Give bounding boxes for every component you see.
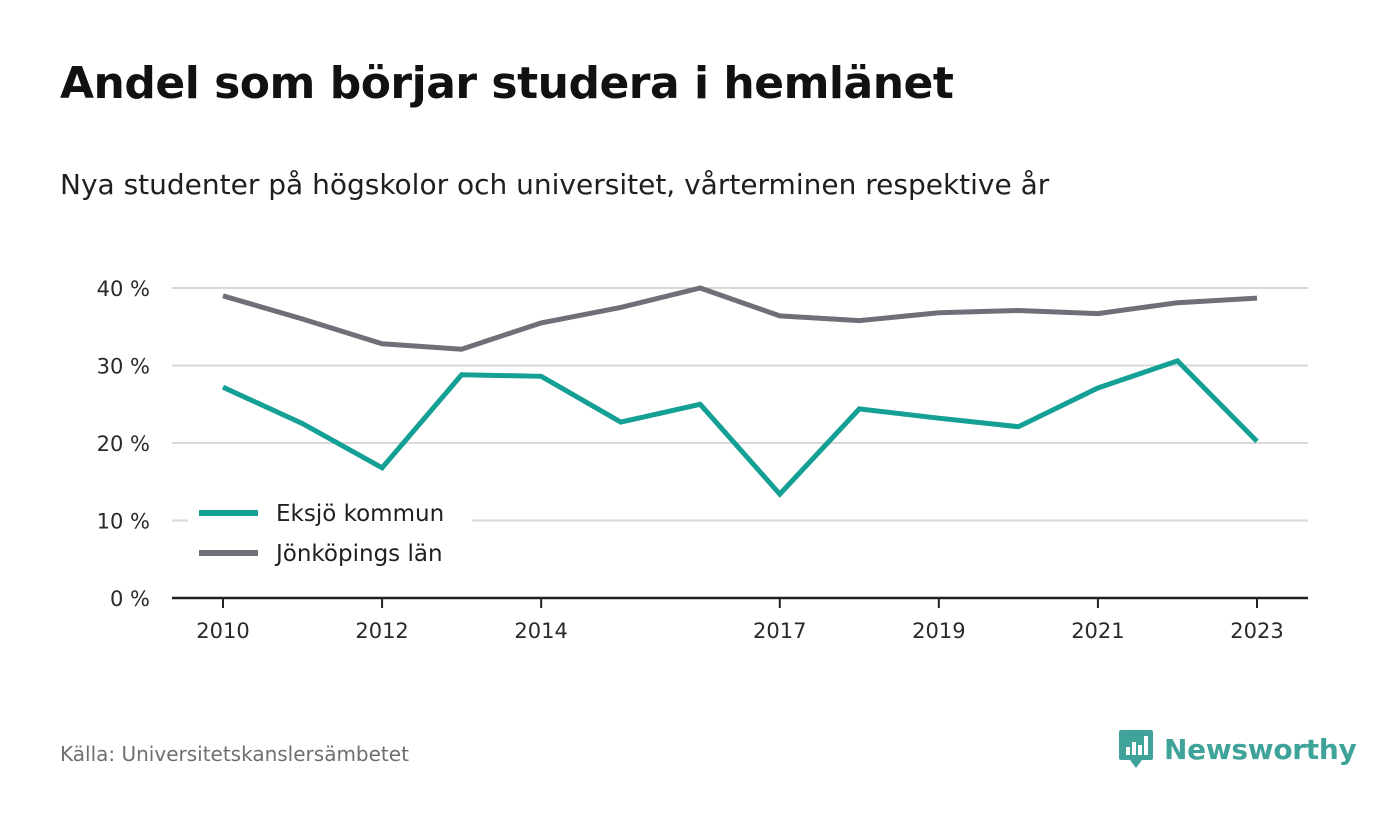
x-tick-label: 2019 [912, 619, 965, 643]
legend-label: Eksjö kommun [276, 501, 444, 527]
y-tick-label: 10 % [97, 510, 150, 534]
y-tick-label: 30 % [97, 355, 150, 379]
x-axis-ticks: 2010 2012 2014 2017 2019 2021 2023 [172, 596, 1308, 643]
brand-name: Newsworthy [1164, 732, 1357, 766]
series-line-jonkoping [222, 285, 1258, 352]
y-axis-ticks: 0 % 10 % 20 % 30 % 40 % [97, 277, 150, 611]
series-line-eksjo [221, 358, 1259, 498]
x-tick-label: 2012 [355, 619, 408, 643]
x-tick-label: 2017 [753, 619, 806, 643]
legend: Eksjö kommun Jönköpings län [188, 492, 472, 580]
grid-lines [172, 287, 1308, 522]
brand-logo: Newsworthy [1118, 728, 1357, 770]
x-tick-label: 2010 [196, 619, 249, 643]
y-tick-label: 40 % [97, 277, 150, 301]
newsworthy-logo-icon [1119, 730, 1153, 768]
series-lines [221, 285, 1259, 498]
source-note: Källa: Universitetskanslersämbetet [60, 742, 409, 766]
y-tick-label: 0 % [110, 587, 150, 611]
legend-label: Jönköpings län [274, 541, 443, 567]
x-tick-label: 2023 [1230, 619, 1283, 643]
y-tick-label: 20 % [97, 432, 150, 456]
x-tick-label: 2021 [1071, 619, 1124, 643]
chart-subtitle: Nya studenter på högskolor och universit… [60, 168, 1050, 201]
chart-title: Andel som börjar studera i hemlänet [60, 58, 954, 109]
x-tick-label: 2014 [514, 619, 567, 643]
legend-background [188, 492, 472, 580]
